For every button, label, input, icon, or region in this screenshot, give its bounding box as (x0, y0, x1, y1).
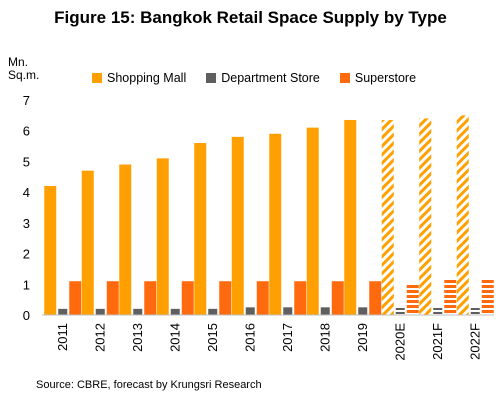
bar-superstore-2022F (481, 278, 494, 315)
legend-swatch-shopping-mall (92, 73, 102, 83)
legend-item-department-store: Department Store (206, 71, 320, 85)
bar-superstore-2018 (331, 281, 344, 315)
legend-swatch-superstore (339, 73, 350, 83)
bar-department-store-2011 (58, 308, 68, 315)
x-tick-label: 2021F (430, 323, 445, 360)
bar-shopping-mall-2018 (306, 127, 319, 316)
bar-department-store-2021F (433, 307, 443, 315)
y-tick-label: 1 (23, 277, 30, 292)
x-tick-label: 2018 (317, 323, 332, 352)
x-tick-label: 2016 (242, 323, 257, 352)
x-tick-label: 2017 (280, 323, 295, 352)
bar-department-store-2017 (283, 307, 293, 315)
bar-shopping-mall-2016 (231, 136, 244, 315)
y-tick-label: 0 (23, 308, 30, 323)
y-tick-label: 2 (23, 247, 30, 262)
x-tick-label: 2015 (205, 323, 220, 352)
bar-department-store-2022F (470, 307, 480, 315)
legend-item-superstore: Superstore (339, 71, 417, 85)
legend-item-shopping-mall: Shopping Mall (92, 71, 186, 85)
bar-shopping-mall-2017 (269, 133, 282, 315)
legend-label-shopping-mall: Shopping Mall (107, 71, 187, 85)
bar-superstore-2020E (406, 284, 419, 315)
y-axis-unit: Mn. Sq.m. (8, 56, 39, 82)
x-tick-label: 2019 (355, 323, 370, 352)
y-axis-unit-line-2: Sq.m. (8, 68, 40, 82)
x-tick-label: 2022F (467, 323, 482, 360)
y-tick-label: 6 (23, 124, 30, 139)
bar-shopping-mall-2015 (194, 143, 207, 315)
bar-shopping-mall-2020E (381, 119, 394, 315)
bar-department-store-2018 (320, 307, 330, 315)
x-tick-label: 2011 (55, 323, 70, 351)
legend-label-superstore: Superstore (354, 71, 417, 85)
bar-shopping-mall-2014 (156, 158, 169, 315)
bar-department-store-2019 (358, 307, 368, 315)
bar-department-store-2014 (170, 308, 180, 315)
chart-title: Figure 15: Bangkok Retail Space Supply b… (54, 8, 447, 27)
bar-superstore-2015 (219, 281, 232, 315)
bar-superstore-2021F (444, 278, 457, 315)
bar-shopping-mall-2012 (81, 170, 94, 315)
bar-superstore-2012 (106, 281, 119, 315)
bar-shopping-mall-2013 (119, 164, 132, 315)
chart-legend: Shopping Mall Department Store Superstor… (92, 71, 436, 85)
bar-shopping-mall-2011 (44, 186, 57, 315)
bar-superstore-2013 (144, 281, 157, 315)
x-tick-label: 2020E (392, 323, 407, 361)
y-tick-label: 7 (23, 93, 30, 108)
bar-department-store-2015 (208, 308, 218, 315)
bar-department-store-2012 (95, 308, 105, 315)
bar-superstore-2014 (181, 281, 194, 315)
bar-superstore-2017 (294, 281, 307, 315)
legend-label-department-store: Department Store (221, 71, 320, 85)
bar-shopping-mall-2021F (419, 118, 432, 315)
y-axis-unit-line-1: Mn. (8, 55, 29, 69)
source-note: Source: CBRE, forecast by Krungsri Resea… (36, 379, 262, 391)
y-tick-label: 5 (23, 154, 30, 169)
x-tick-label: 2012 (92, 323, 107, 352)
legend-swatch-department-store (206, 73, 217, 83)
bar-superstore-2019 (369, 281, 382, 315)
bar-superstore-2016 (256, 281, 269, 315)
bar-department-store-2016 (245, 307, 255, 315)
bar-department-store-2013 (133, 308, 143, 315)
y-tick-label: 4 (23, 185, 30, 200)
bar-superstore-2011 (69, 281, 82, 315)
x-tick-label: 2013 (130, 323, 145, 352)
bar-department-store-2020E (395, 307, 405, 315)
x-tick-label: 2014 (167, 323, 182, 352)
bar-shopping-mall-2022F (456, 115, 469, 315)
y-tick-label: 3 (23, 216, 30, 231)
bar-shopping-mall-2019 (344, 119, 357, 315)
